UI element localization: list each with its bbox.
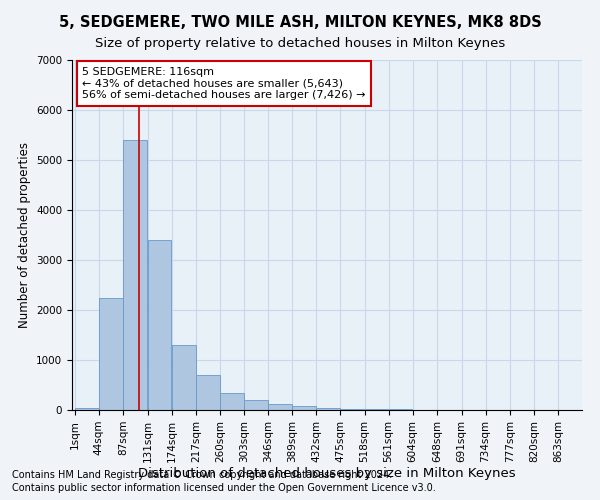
Bar [148,240,172,410]
Text: 5 SEDGEMERE: 116sqm
← 43% of detached houses are smaller (5,643)
56% of semi-det: 5 SEDGEMERE: 116sqm ← 43% of detached ho… [82,67,366,100]
Bar [316,408,340,410]
Y-axis label: Number of detached properties: Number of detached properties [17,142,31,328]
Bar [340,408,364,410]
Bar [220,392,244,410]
Text: Contains public sector information licensed under the Open Government Licence v3: Contains public sector information licen… [12,483,436,493]
Bar [244,400,268,410]
Bar [123,140,147,410]
Bar [172,345,196,410]
Bar [268,404,292,410]
Bar [99,298,123,410]
Text: 5, SEDGEMERE, TWO MILE ASH, MILTON KEYNES, MK8 8DS: 5, SEDGEMERE, TWO MILE ASH, MILTON KEYNE… [59,15,541,30]
Bar [75,408,98,410]
Text: Size of property relative to detached houses in Milton Keynes: Size of property relative to detached ho… [95,38,505,51]
Text: Contains HM Land Registry data © Crown copyright and database right 2024.: Contains HM Land Registry data © Crown c… [12,470,392,480]
X-axis label: Distribution of detached houses by size in Milton Keynes: Distribution of detached houses by size … [138,468,516,480]
Bar [389,409,412,410]
Bar [365,409,388,410]
Bar [196,375,220,410]
Bar [292,406,316,410]
